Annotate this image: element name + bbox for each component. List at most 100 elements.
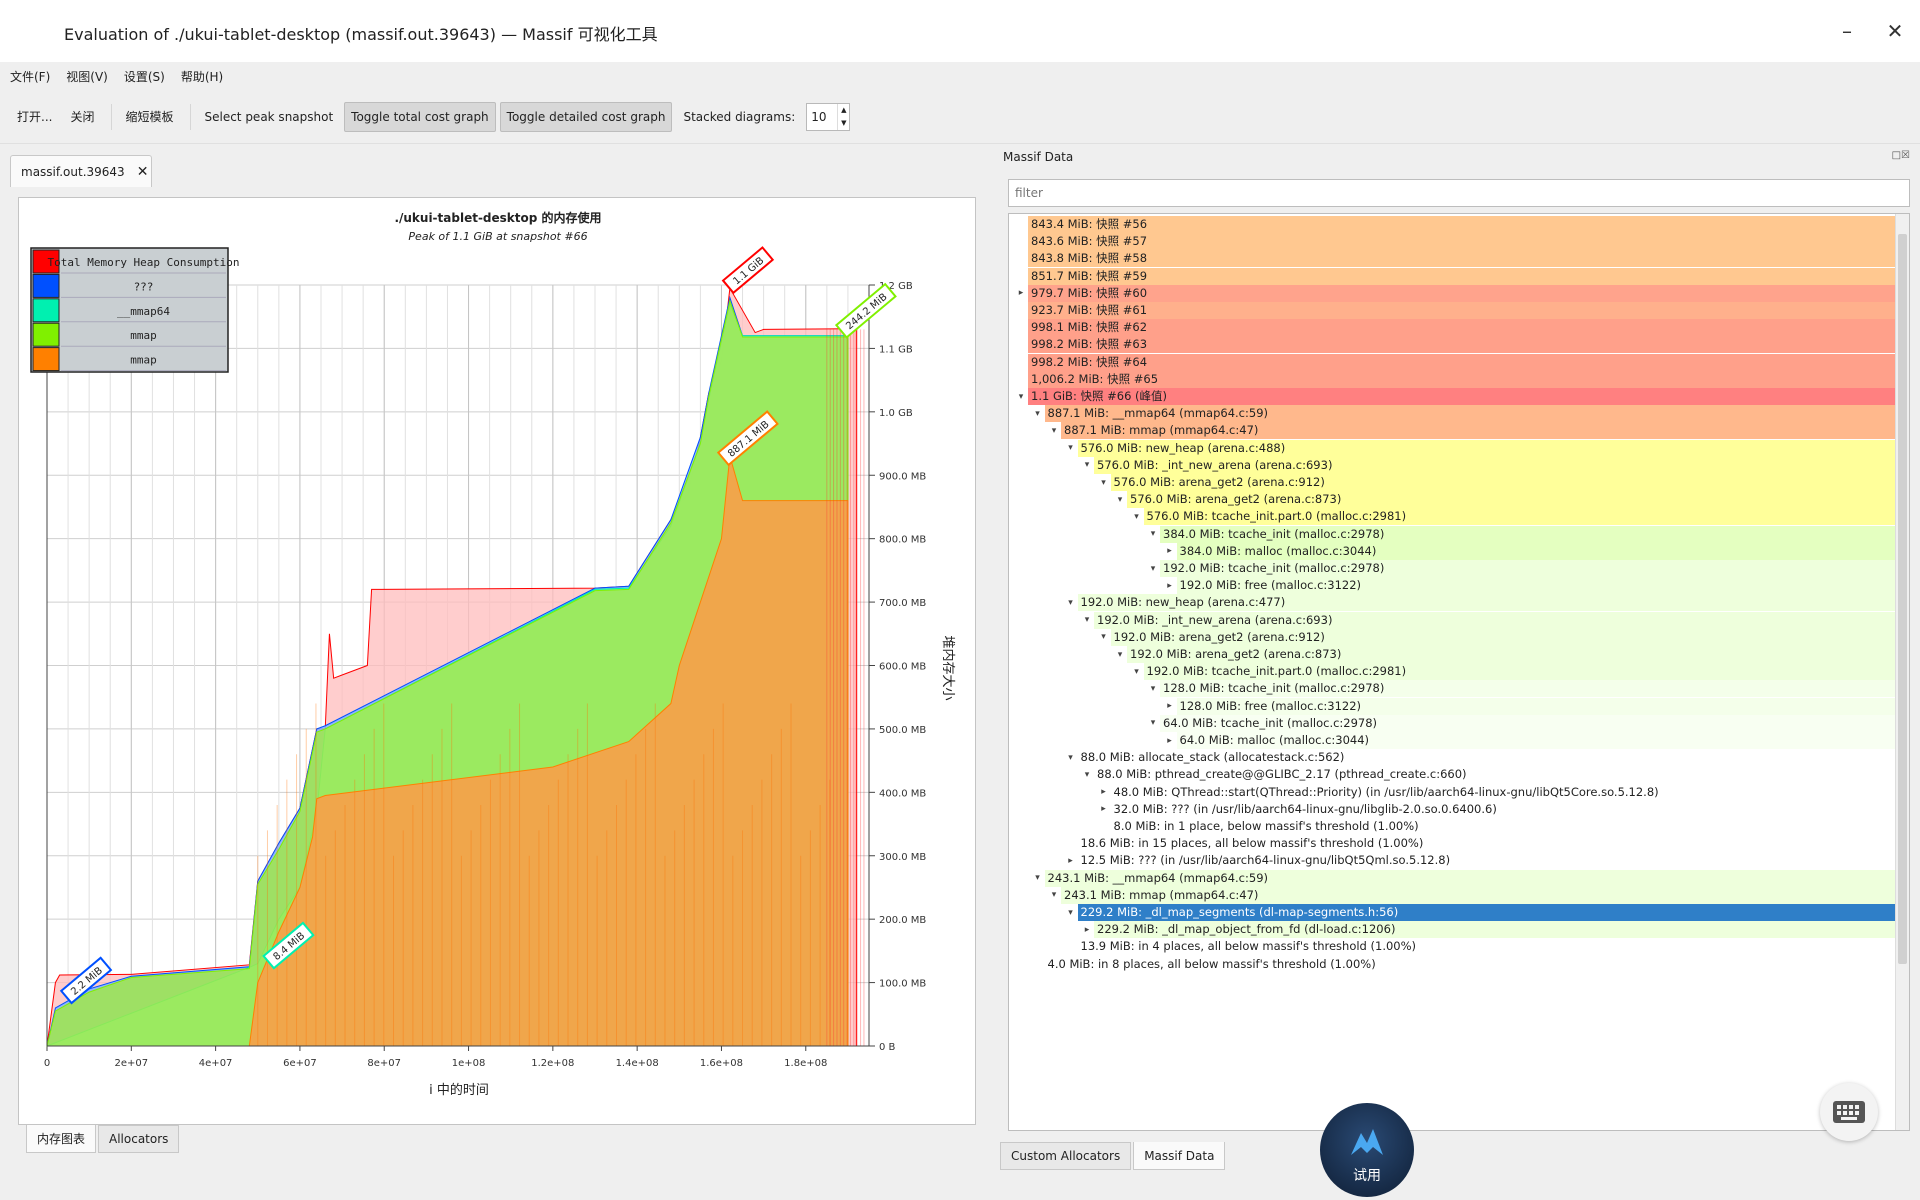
tree-row[interactable]: ▾ 576.0 MiB: arena_get2 (arena.c:873) bbox=[1009, 489, 1897, 510]
tree-row[interactable]: ▾ 88.0 MiB: pthread_create@@GLIBC_2.17 (p… bbox=[1009, 764, 1897, 785]
tree-row[interactable]: ▸ 384.0 MiB: malloc (malloc.c:3044) bbox=[1009, 541, 1897, 562]
collapsed-arrow-icon[interactable]: ▸ bbox=[1101, 787, 1106, 798]
spin-up-icon[interactable]: ▲ bbox=[841, 106, 847, 114]
expanded-arrow-icon[interactable]: ▾ bbox=[1150, 683, 1156, 694]
collapsed-arrow-icon[interactable]: ▸ bbox=[1068, 855, 1073, 866]
tree-row[interactable]: ▾ 1.1 GiB: 快照 #66 (峰值) bbox=[1009, 386, 1897, 407]
expanded-arrow-icon[interactable]: ▾ bbox=[1068, 597, 1073, 608]
tree-row[interactable]: ▸ 12.5 MiB: ??? (in /usr/lib/aarch64-linu… bbox=[1009, 850, 1897, 871]
tree-row[interactable]: ▸ 979.7 MiB: 快照 #60 bbox=[1009, 283, 1897, 304]
menu-file[interactable]: 文件(F) bbox=[10, 69, 51, 84]
expanded-arrow-icon[interactable]: ▾ bbox=[1150, 563, 1156, 574]
expanded-arrow-icon[interactable]: ▾ bbox=[1134, 666, 1139, 677]
collapsed-arrow-icon[interactable]: ▸ bbox=[1167, 546, 1172, 557]
tree-row[interactable]: ▾ 64.0 MiB: tcache_init (malloc.c:2978) bbox=[1009, 713, 1897, 734]
open-button[interactable]: 打开... bbox=[17, 110, 53, 124]
tree-row[interactable]: ▾ 192.0 MiB: arena_get2 (arena.c:873) bbox=[1009, 644, 1897, 665]
tree-row[interactable]: ▾ 128.0 MiB: tcache_init (malloc.c:2978) bbox=[1009, 678, 1897, 699]
filter-input[interactable] bbox=[1008, 179, 1910, 207]
expanded-arrow-icon[interactable]: ▾ bbox=[1150, 718, 1156, 729]
expanded-arrow-icon[interactable]: ▾ bbox=[1068, 443, 1073, 454]
collapsed-arrow-icon[interactable]: ▸ bbox=[1167, 735, 1172, 746]
collapsed-arrow-icon[interactable]: ▸ bbox=[1018, 288, 1024, 299]
tree-row[interactable]: 843.6 MiB: 快照 #57 bbox=[1009, 231, 1897, 252]
collapsed-arrow-icon[interactable]: ▸ bbox=[1167, 701, 1172, 712]
tree-row[interactable]: ▾ 576.0 MiB: tcache_init.part.0 (malloc.c… bbox=[1009, 506, 1897, 527]
menu-settings[interactable]: 设置(S) bbox=[123, 69, 165, 84]
expanded-arrow-icon[interactable]: ▾ bbox=[1117, 494, 1123, 505]
tree-row[interactable]: ▾ 192.0 MiB: _int_new_arena (arena.c:693) bbox=[1009, 610, 1897, 631]
select-peak-button[interactable]: Select peak snapshot bbox=[204, 109, 334, 124]
expanded-arrow-icon[interactable]: ▾ bbox=[1068, 752, 1073, 763]
close-button[interactable]: 关闭 bbox=[70, 110, 95, 124]
expanded-arrow-icon[interactable]: ▾ bbox=[1134, 511, 1139, 522]
collapsed-arrow-icon[interactable]: ▸ bbox=[1167, 580, 1172, 591]
tree-row[interactable]: 998.1 MiB: 快照 #62 bbox=[1009, 317, 1897, 338]
tree-row[interactable]: 851.7 MiB: 快照 #59 bbox=[1009, 266, 1897, 287]
tree-row[interactable]: ▸ 229.2 MiB: _dl_map_object_from_fd (dl-l… bbox=[1009, 919, 1897, 940]
collapsed-arrow-icon[interactable]: ▸ bbox=[1084, 924, 1090, 935]
tab-massif-data[interactable]: Massif Data bbox=[1133, 1142, 1226, 1170]
close-tab-icon[interactable]: ✕ bbox=[136, 163, 149, 180]
tree-row[interactable]: ▸ 32.0 MiB: ??? (in /usr/lib/aarch64-linu… bbox=[1009, 799, 1897, 820]
expanded-arrow-icon[interactable]: ▾ bbox=[1101, 632, 1106, 643]
expanded-arrow-icon[interactable]: ▾ bbox=[1084, 769, 1090, 780]
tree-row[interactable]: 923.7 MiB: 快照 #61 bbox=[1009, 300, 1897, 321]
tree-row[interactable]: ▾ 887.1 MiB: __mmap64 (mmap64.c:59) bbox=[1009, 403, 1897, 424]
tree-scrollbar[interactable] bbox=[1895, 214, 1909, 1130]
tree-row[interactable]: ▾ 192.0 MiB: tcache_init (malloc.c:2978) bbox=[1009, 558, 1897, 579]
tree-row[interactable]: 843.8 MiB: 快照 #58 bbox=[1009, 248, 1897, 269]
tree-row[interactable]: 13.9 MiB: in 4 places, all below massif'… bbox=[1009, 936, 1897, 957]
expanded-arrow-icon[interactable]: ▾ bbox=[1051, 890, 1057, 901]
virtual-keyboard-icon[interactable] bbox=[1820, 1083, 1878, 1141]
expanded-arrow-icon[interactable]: ▾ bbox=[1150, 529, 1156, 540]
expanded-arrow-icon[interactable]: ▾ bbox=[1035, 873, 1040, 884]
tree-row[interactable]: 998.2 MiB: 快照 #63 bbox=[1009, 334, 1897, 355]
tree-row[interactable]: 8.0 MiB: in 1 place, below massif's thre… bbox=[1009, 816, 1897, 837]
stacked-diagrams-spinbox[interactable]: 10 ▲ ▼ bbox=[806, 102, 851, 131]
tree-row[interactable]: ▾ 576.0 MiB: arena_get2 (arena.c:912) bbox=[1009, 472, 1897, 493]
expanded-arrow-icon[interactable]: ▾ bbox=[1117, 649, 1123, 660]
tree-row[interactable]: ▾ 243.1 MiB: mmap (mmap64.c:47) bbox=[1009, 885, 1897, 906]
collapsed-arrow-icon[interactable]: ▸ bbox=[1101, 804, 1106, 815]
tree-row[interactable]: ▾ 243.1 MiB: __mmap64 (mmap64.c:59) bbox=[1009, 868, 1897, 889]
document-tab[interactable]: massif.out.39643 ✕ bbox=[10, 155, 152, 187]
tree-row[interactable]: 18.6 MiB: in 15 places, all below massif… bbox=[1009, 833, 1897, 854]
menu-help[interactable]: 帮助(H) bbox=[180, 69, 224, 84]
memory-chart[interactable]: ./ukui-tablet-desktop 的内存使用 Peak of 1.1 G… bbox=[18, 197, 976, 1125]
tab-memory-chart[interactable]: 内存图表 bbox=[26, 1125, 97, 1153]
tree-row[interactable]: 4.0 MiB: in 8 places, all below massif's… bbox=[1009, 954, 1897, 975]
tree-row[interactable]: ▾ 88.0 MiB: allocate_stack (allocatestack… bbox=[1009, 747, 1897, 768]
massif-tree[interactable]: 843.4 MiB: 快照 #56 843.6 MiB: 快照 #57 843.8 … bbox=[1008, 213, 1910, 1131]
tree-row[interactable]: 998.2 MiB: 快照 #64 bbox=[1009, 352, 1897, 373]
tree-row[interactable]: ▾ 887.1 MiB: mmap (mmap64.c:47) bbox=[1009, 420, 1897, 441]
toggle-detailed-cost-button[interactable]: Toggle detailed cost graph bbox=[499, 101, 673, 132]
expanded-arrow-icon[interactable]: ▾ bbox=[1084, 615, 1090, 626]
scrollbar-thumb[interactable] bbox=[1898, 234, 1907, 964]
tree-row[interactable]: ▾ 576.0 MiB: _int_new_arena (arena.c:693) bbox=[1009, 455, 1897, 476]
expanded-arrow-icon[interactable]: ▾ bbox=[1035, 408, 1040, 419]
spin-down-icon[interactable]: ▼ bbox=[841, 119, 847, 127]
close-window-icon[interactable]: ✕ bbox=[1886, 19, 1904, 43]
toggle-total-cost-button[interactable]: Toggle total cost graph bbox=[344, 101, 496, 132]
menu-view[interactable]: 视图(V) bbox=[66, 69, 108, 84]
tree-row[interactable]: ▾ 576.0 MiB: new_heap (arena.c:488) bbox=[1009, 438, 1897, 459]
panel-float-close-icons[interactable]: □☒ bbox=[1891, 150, 1910, 161]
tree-row[interactable]: ▸ 48.0 MiB: QThread::start(QThread::Prior… bbox=[1009, 782, 1897, 803]
expanded-arrow-icon[interactable]: ▾ bbox=[1084, 460, 1090, 471]
tree-row[interactable]: ▸ 64.0 MiB: malloc (malloc.c:3044) bbox=[1009, 730, 1897, 751]
tree-row[interactable]: ▸ 192.0 MiB: free (malloc.c:3122) bbox=[1009, 575, 1897, 596]
tree-row[interactable]: ▾ 192.0 MiB: new_heap (arena.c:477) bbox=[1009, 592, 1897, 613]
trial-badge[interactable]: 试用 bbox=[1320, 1103, 1414, 1197]
tree-row[interactable]: ▾ 192.0 MiB: arena_get2 (arena.c:912) bbox=[1009, 627, 1897, 648]
shorten-templates-button[interactable]: 缩短模板 bbox=[125, 110, 174, 124]
tree-row[interactable]: ▾ 192.0 MiB: tcache_init.part.0 (malloc.c… bbox=[1009, 661, 1897, 682]
expanded-arrow-icon[interactable]: ▾ bbox=[1051, 425, 1057, 436]
tree-row[interactable]: ▾ 384.0 MiB: tcache_init (malloc.c:2978) bbox=[1009, 524, 1897, 545]
expanded-arrow-icon[interactable]: ▾ bbox=[1068, 907, 1073, 918]
tab-allocators[interactable]: Allocators bbox=[98, 1125, 180, 1153]
expanded-arrow-icon[interactable]: ▾ bbox=[1018, 391, 1024, 402]
tree-row[interactable]: ▸ 128.0 MiB: free (malloc.c:3122) bbox=[1009, 696, 1897, 717]
tree-row[interactable]: 843.4 MiB: 快照 #56 bbox=[1009, 214, 1897, 235]
tree-row-selected[interactable]: ▾ 229.2 MiB: _dl_map_segments (dl-map-seg… bbox=[1009, 902, 1897, 923]
